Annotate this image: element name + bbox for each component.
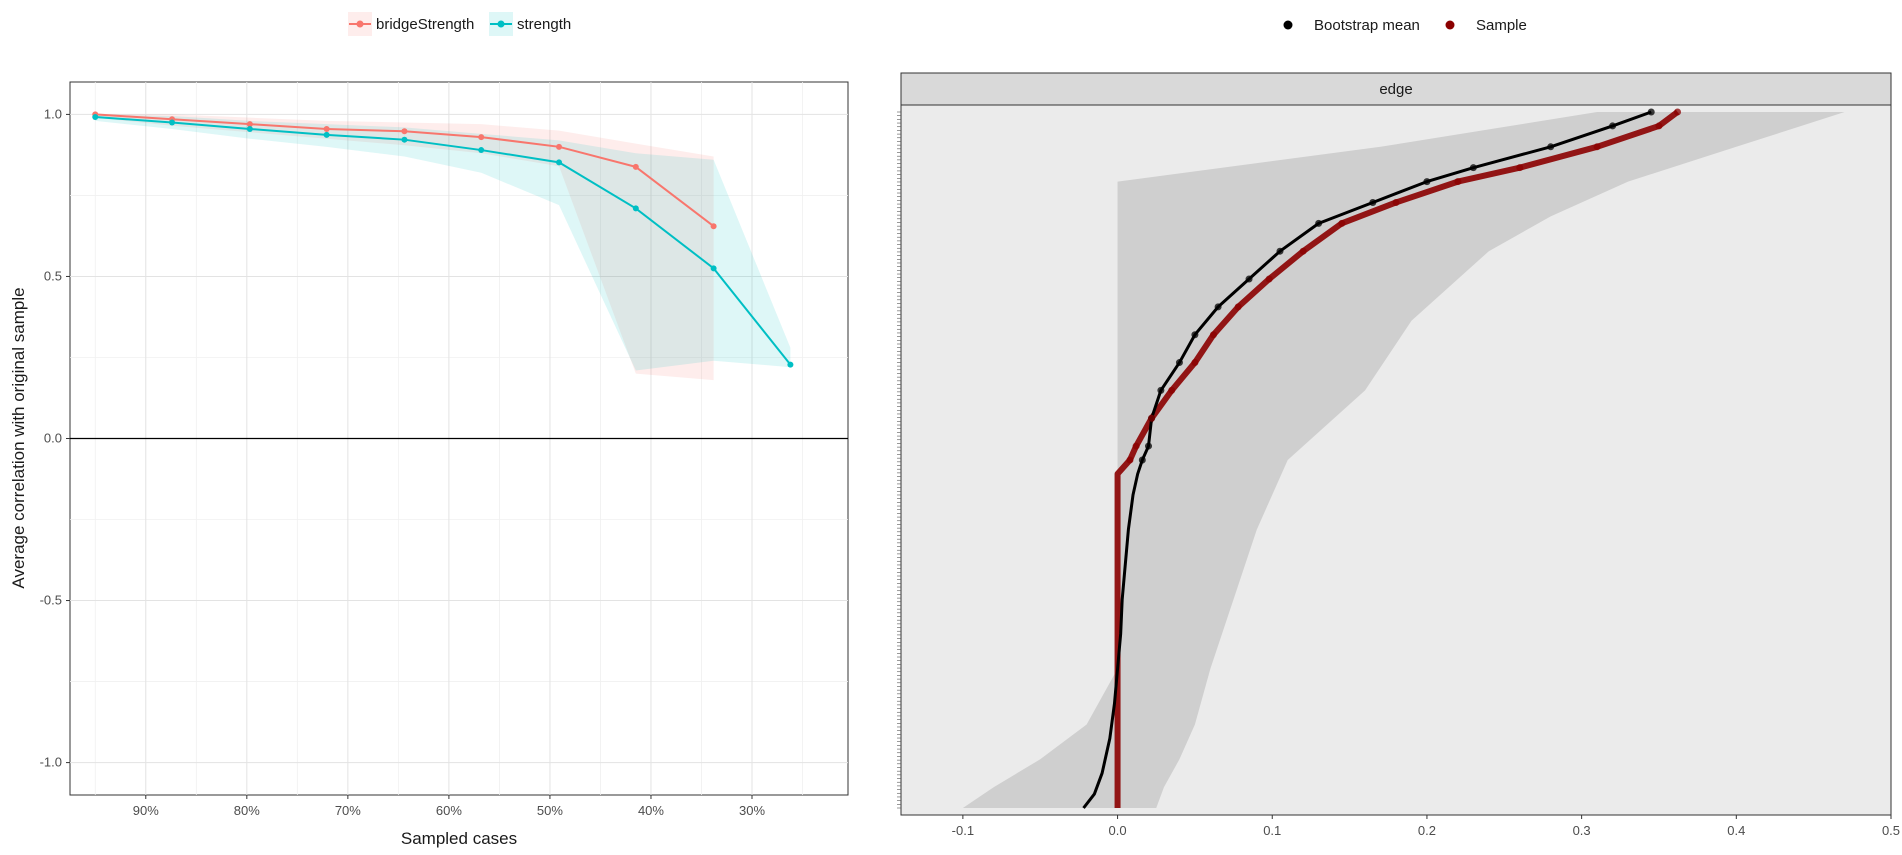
bootstrap-mean-point	[1315, 219, 1323, 227]
strength-legend-label: strength	[517, 16, 571, 33]
x-tick-label: 0.0	[1109, 823, 1127, 838]
strength-point	[92, 114, 99, 121]
strength-point	[478, 147, 485, 154]
bootstrap-mean-point	[1369, 198, 1377, 206]
left-x-axis: 90% 80% 70% 60% 50% 40% 30%	[133, 795, 765, 818]
right-legend: Bootstrap mean Sample	[1283, 17, 1527, 34]
sample-point	[1234, 303, 1242, 311]
bootstrap-mean-point	[1145, 442, 1152, 450]
x-tick-label: 90%	[133, 803, 159, 818]
bridgeStrength-point	[710, 223, 717, 230]
strength-point	[323, 131, 330, 138]
strength-legend-point	[497, 20, 505, 28]
bootstrap-mean-point	[1175, 359, 1183, 367]
bootstrap-mean-point	[1245, 275, 1253, 283]
y-tick-label: 1.0	[44, 106, 62, 121]
strength-point	[787, 361, 794, 368]
bootstrap-mean-legend-key	[1283, 20, 1293, 30]
bridgeStrength-legend-label: bridgeStrength	[376, 16, 474, 33]
bridgeStrength-point	[401, 128, 408, 135]
sample-legend-label: Sample	[1476, 17, 1527, 34]
x-tick-label: 70%	[335, 803, 361, 818]
x-tick-label: -0.1	[952, 823, 974, 838]
left-confidence-bands	[95, 114, 791, 381]
sample-point	[1392, 198, 1400, 206]
sample-point	[1674, 108, 1682, 116]
sample-point	[1265, 275, 1273, 283]
sample-point	[1191, 359, 1199, 367]
bootstrap-mean-point	[1609, 122, 1617, 130]
left-y-axis-title: Average correlation with original sample	[9, 287, 28, 588]
left-legend: bridgeStrength strength	[348, 12, 571, 36]
right-y-axis-ticks	[897, 111, 901, 809]
sample-point	[1148, 414, 1156, 422]
bridgeStrength-point	[556, 143, 563, 150]
bootstrap-mean-line	[1082, 110, 1652, 809]
bootstrap-mean-point	[1469, 164, 1477, 172]
left-series-points	[92, 111, 794, 368]
sample-point	[1593, 143, 1601, 151]
left-x-axis-title: Sampled cases	[401, 829, 517, 848]
sample-point	[1454, 178, 1462, 186]
bridgeStrength-point	[246, 121, 253, 128]
sample-point	[1299, 247, 1307, 255]
bootstrap-mean-point	[1647, 108, 1655, 116]
facet-strip	[900, 72, 1892, 106]
strength-band	[95, 114, 791, 371]
sample-point	[1655, 122, 1663, 130]
right-x-axis: -0.1 0.0 0.1 0.2 0.3 0.4 0.5	[952, 815, 1900, 838]
sample-point	[1338, 219, 1346, 227]
y-tick-label: 0.0	[44, 431, 62, 446]
bootstrap-mean-point	[1214, 303, 1222, 311]
bootstrap-mean-point	[1547, 143, 1555, 151]
x-tick-label: 0.5	[1882, 823, 1900, 838]
bootstrap-mean-point	[1191, 331, 1199, 339]
x-tick-label: 30%	[739, 803, 765, 818]
x-tick-label: 80%	[234, 803, 260, 818]
x-tick-label: 0.3	[1573, 823, 1591, 838]
x-tick-label: 40%	[638, 803, 664, 818]
strength-point	[710, 265, 717, 272]
sample-point	[1209, 331, 1217, 339]
bridgeStrength-point	[478, 134, 485, 141]
bridgeStrength-legend-point	[356, 20, 364, 28]
sample-legend-key	[1445, 20, 1455, 30]
strength-point	[632, 205, 639, 212]
bootstrap-mean-point	[1138, 456, 1146, 464]
x-tick-label: 0.2	[1418, 823, 1436, 838]
bridgeStrength-band	[95, 114, 714, 381]
left-y-axis: -1.0 -0.5 0.0 0.5 1.0	[40, 106, 70, 770]
y-tick-label: 0.5	[44, 268, 62, 283]
strength-line	[95, 116, 792, 366]
sample-point	[1126, 456, 1134, 464]
strength-point	[556, 159, 563, 166]
bootstrap-mean-point	[1157, 386, 1165, 394]
bootstrap-ci-band	[962, 112, 1845, 808]
bootstrap-mean-point	[1423, 178, 1431, 186]
y-tick-label: -1.0	[40, 755, 62, 770]
strength-point	[401, 136, 408, 143]
bridgeStrength-point	[632, 163, 639, 170]
y-tick-label: -0.5	[40, 593, 62, 608]
sample-point	[1516, 164, 1524, 172]
x-tick-label: 0.4	[1727, 823, 1745, 838]
bootstrap-mean-legend-label: Bootstrap mean	[1314, 17, 1420, 34]
right-bootstrap-band	[962, 112, 1845, 808]
x-tick-label: 60%	[436, 803, 462, 818]
strength-point	[246, 125, 253, 132]
x-tick-label: 0.1	[1263, 823, 1281, 838]
bridgeStrength-point	[323, 125, 330, 132]
sample-point	[1132, 442, 1140, 450]
bootstrap-mean-point	[1276, 247, 1284, 255]
facet-strip-label: edge	[1379, 81, 1412, 98]
x-tick-label: 50%	[537, 803, 563, 818]
right-series-points	[1126, 108, 1682, 464]
strength-point	[169, 119, 176, 126]
sample-point	[1168, 386, 1176, 394]
